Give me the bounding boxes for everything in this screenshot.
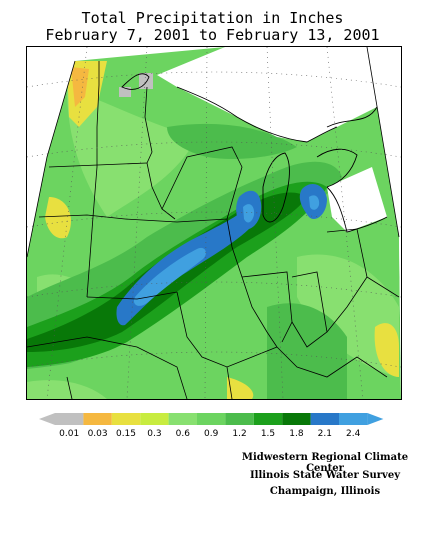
legend-label: 0.6: [176, 429, 191, 439]
graticule: [27, 47, 401, 399]
legend-swatch: [253, 413, 283, 425]
legend-label: 1.5: [261, 429, 275, 439]
legend-label: 0.01: [59, 429, 79, 439]
legend-label: 2.1: [318, 429, 332, 439]
legend-label: 1.2: [232, 429, 246, 439]
legend-swatch: [310, 413, 339, 425]
legend-label: 1.8: [289, 429, 304, 439]
legend-swatch: [140, 413, 169, 425]
legend-low-arrow: [39, 413, 55, 425]
credit-isws: Illinois State Water Survey: [249, 470, 401, 481]
legend-label: 0.15: [116, 429, 136, 439]
legend-swatch: [197, 413, 226, 425]
legend: 0.01 0.03 0.15 0.3 0.6 0.9 1.2 1.5 1.8 2.1 2.4: [39, 413, 384, 439]
legend-label: 2.4: [346, 429, 361, 439]
state-boundaries: [27, 61, 400, 399]
legend-swatch: [282, 413, 311, 425]
credit-mrcc: Midwestern Regional Climate Center: [241, 452, 409, 474]
legend-high-arrow: [367, 413, 384, 425]
legend-labels: 0.01 0.03 0.15 0.3 0.6 0.9 1.2 1.5 1.8 2.1 2.4: [59, 429, 360, 439]
precipitation-map: [26, 46, 402, 400]
legend-swatch: [55, 413, 84, 425]
legend-swatch: [339, 413, 368, 425]
map-title: Total Precipitation in Inches: [81, 9, 344, 27]
legend-label: 0.03: [88, 429, 108, 439]
map-date-range: February 7, 2001 to February 13, 2001: [45, 26, 380, 44]
legend-label: 0.9: [204, 429, 219, 439]
legend-swatch: [83, 413, 112, 425]
credit-location: Champaign, Illinois: [269, 486, 381, 497]
legend-label: 0.3: [147, 429, 161, 439]
legend-color-bar: [39, 413, 384, 425]
legend-swatch: [168, 413, 197, 425]
legend-swatch: [111, 413, 141, 425]
legend-swatch: [225, 413, 254, 425]
map-canvas: [27, 47, 401, 399]
